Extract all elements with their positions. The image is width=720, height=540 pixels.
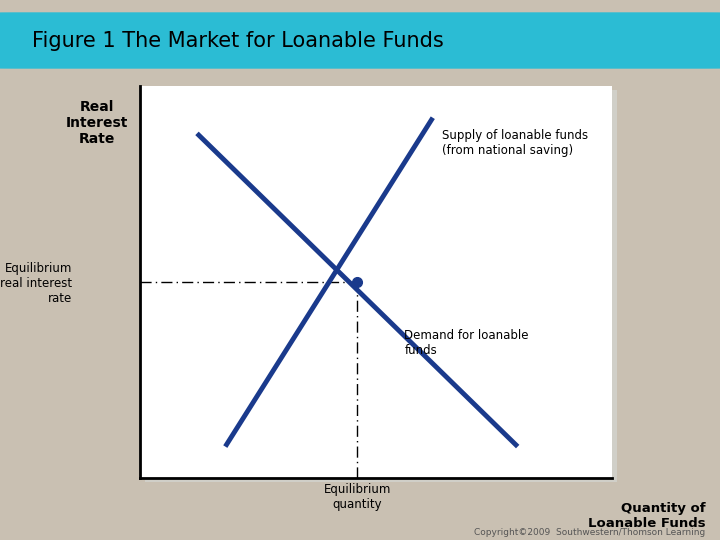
Text: Figure 1 The Market for Loanable Funds: Figure 1 The Market for Loanable Funds [32, 31, 444, 51]
Text: Copyright©2009  Southwestern/Thomson Learning: Copyright©2009 Southwestern/Thomson Lear… [474, 528, 706, 537]
Text: Supply of loanable funds
(from national saving): Supply of loanable funds (from national … [442, 130, 588, 158]
Text: Demand for loanable
funds: Demand for loanable funds [405, 329, 529, 357]
Text: Real
Interest
Rate: Real Interest Rate [66, 100, 128, 146]
Text: Equilibrium
real interest
rate: Equilibrium real interest rate [0, 262, 72, 305]
FancyBboxPatch shape [0, 12, 720, 69]
Text: Equilibrium
quantity: Equilibrium quantity [324, 483, 391, 511]
Text: Quantity of
Loanable Funds: Quantity of Loanable Funds [588, 502, 706, 530]
